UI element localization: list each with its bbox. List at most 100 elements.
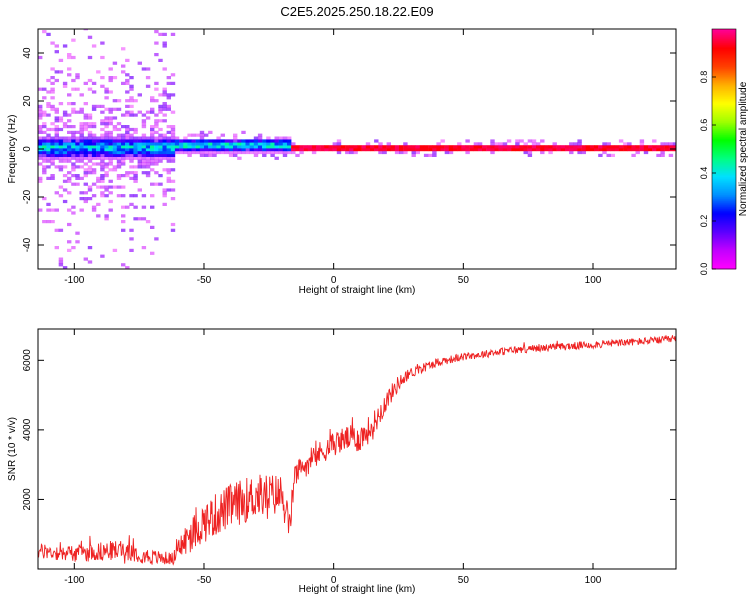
heatmap-cell — [407, 145, 412, 149]
heatmap-cell — [672, 142, 676, 146]
heatmap-cell — [237, 142, 242, 146]
heatmap-cell — [162, 104, 167, 108]
heatmap-cell — [353, 148, 358, 152]
heatmap-cell — [527, 150, 533, 155]
heatmap-cell — [150, 127, 155, 132]
heatmap-cell — [108, 139, 113, 143]
heatmap-cell — [282, 150, 288, 155]
heatmap-cell — [403, 142, 408, 146]
heatmap-cell — [174, 148, 180, 152]
heatmap-cell — [208, 150, 213, 155]
heatmap-cell — [42, 130, 47, 134]
heatmap-cell — [112, 142, 118, 146]
heatmap-cell — [91, 153, 97, 157]
heatmap-cell — [137, 93, 142, 97]
colorbar-tick-label: 0.0 — [699, 263, 709, 276]
heatmap-cell — [46, 136, 51, 140]
heatmap-cell — [237, 150, 242, 155]
heatmap-cell — [382, 150, 387, 155]
heatmap-cell — [58, 127, 64, 132]
heatmap-cell — [577, 142, 582, 146]
heatmap-cell — [199, 133, 205, 137]
heatmap-cell — [129, 139, 134, 143]
heatmap-cell — [87, 145, 93, 149]
heatmap-cell — [386, 142, 391, 146]
heatmap-cell — [58, 142, 64, 146]
heatmap-cell — [204, 142, 209, 146]
heatmap-cell — [46, 153, 51, 157]
heatmap-cell — [208, 142, 213, 146]
heatmap-cell — [104, 171, 109, 175]
heatmap-cell — [137, 156, 142, 160]
heatmap-cell — [150, 96, 155, 100]
heatmap-cell — [490, 145, 495, 149]
heatmap-cell — [577, 148, 582, 152]
heatmap-cell — [58, 185, 64, 189]
heatmap-cell — [357, 145, 362, 149]
heatmap-cell — [216, 148, 221, 152]
heatmap-cell — [320, 145, 325, 149]
heatmap-cell — [656, 148, 661, 152]
heatmap-cell — [195, 145, 201, 149]
colorbar-label: Normalized spectral amplitude — [738, 81, 749, 216]
heatmap-cell — [490, 150, 495, 155]
heatmap-cell — [370, 148, 375, 152]
heatmap-cell — [432, 145, 437, 149]
colorbar-tick-label: 0.8 — [699, 71, 709, 84]
heatmap-cell — [125, 153, 130, 157]
heatmap-cell — [448, 148, 454, 152]
heatmap-cell — [71, 148, 76, 152]
heatmap-cell — [162, 188, 167, 192]
heatmap-cell — [87, 136, 93, 140]
heatmap-cell — [523, 145, 528, 149]
heatmap-cell — [199, 130, 205, 134]
heatmap-cell — [50, 41, 55, 45]
heatmap-cell — [91, 145, 97, 149]
heatmap-cell — [104, 122, 109, 126]
heatmap-cell — [199, 153, 205, 157]
heatmap-cell — [158, 153, 163, 157]
heatmap-cell — [67, 176, 72, 180]
heatmap-cell — [100, 110, 105, 114]
heatmap-cell — [216, 139, 221, 143]
colorbar-segment — [712, 211, 736, 214]
heatmap-cell — [623, 148, 628, 152]
heatmap-cell — [199, 139, 205, 143]
heatmap-cell — [170, 228, 176, 232]
heatmap-cell — [162, 32, 167, 36]
heatmap-cell — [100, 127, 105, 132]
heatmap-cell — [589, 148, 595, 152]
heatmap-cell — [79, 130, 84, 134]
heatmap-cell — [62, 122, 68, 126]
heatmap-cell — [108, 119, 113, 123]
heatmap-cell — [46, 165, 51, 169]
heatmap-cell — [71, 246, 76, 250]
heatmap-cell — [187, 145, 192, 149]
colorbar-segment — [712, 61, 736, 64]
heatmap-cell — [58, 145, 64, 149]
heatmap-cell — [162, 119, 167, 123]
heatmap-cell — [199, 148, 205, 152]
heatmap-cell — [150, 182, 155, 186]
heatmap-cell — [129, 176, 134, 180]
heatmap-cell — [133, 99, 138, 103]
heatmap-cell — [54, 107, 59, 111]
heatmap-cell — [652, 145, 657, 149]
heatmap-cell — [233, 139, 238, 143]
heatmap-cell — [121, 263, 126, 267]
heatmap-cell — [179, 139, 184, 143]
heatmap-cell — [262, 150, 267, 155]
heatmap-cell — [100, 139, 105, 143]
colorbar-segment — [712, 29, 736, 32]
heatmap-cell — [187, 139, 192, 143]
heatmap-cell — [116, 194, 122, 198]
heatmap-cell — [50, 159, 55, 163]
heatmap-cell — [374, 148, 379, 152]
heatmap-cell — [270, 148, 275, 152]
heatmap-cell — [42, 159, 47, 163]
heatmap-cell — [170, 159, 176, 163]
heatmap-cell — [287, 142, 292, 146]
spectrogram-y-tick-label: 20 — [22, 95, 33, 107]
heatmap-cell — [618, 148, 624, 152]
heatmap-cell — [191, 145, 196, 149]
